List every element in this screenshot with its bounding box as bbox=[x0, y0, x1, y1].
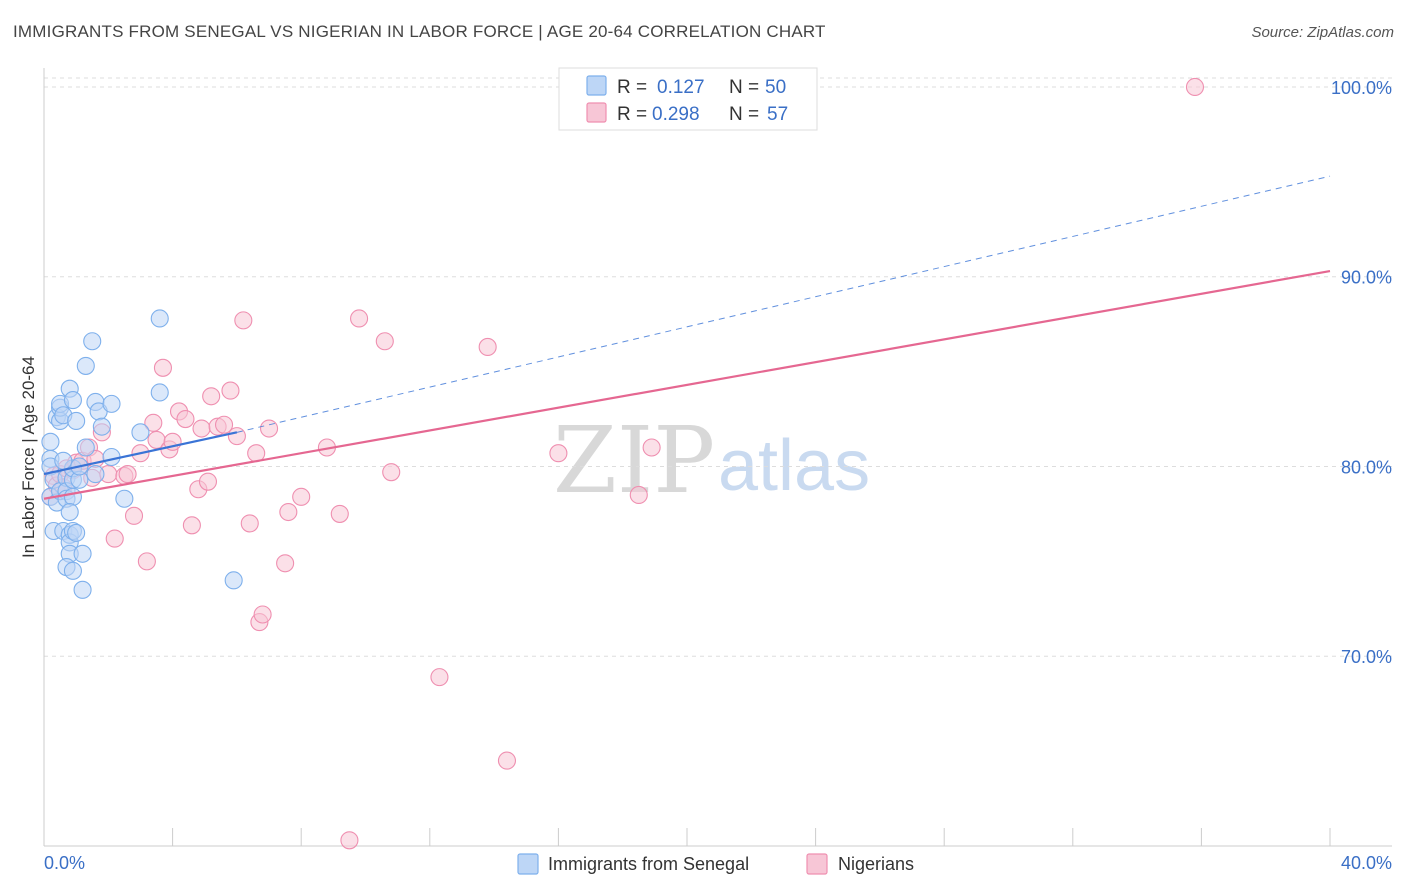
point-nigerians-24 bbox=[153, 358, 173, 377]
point-senegal-23 bbox=[60, 502, 79, 522]
point-nigerians-32 bbox=[198, 472, 218, 491]
point-senegal-48 bbox=[86, 465, 105, 484]
point-nigerians-38 bbox=[234, 311, 253, 330]
trend-line-senegal bbox=[43, 431, 238, 476]
point-nigerians-16 bbox=[105, 529, 124, 548]
point-senegal-45 bbox=[150, 383, 169, 402]
point-nigerians-29 bbox=[182, 516, 201, 535]
point-nigerians-58 bbox=[629, 485, 648, 505]
point-nigerians-33 bbox=[202, 387, 221, 406]
point-senegal-34 bbox=[73, 580, 92, 599]
point-nigerians-46 bbox=[292, 487, 311, 506]
point-nigerians-59 bbox=[642, 438, 661, 457]
point-nigerians-49 bbox=[340, 831, 359, 850]
point-nigerians-44 bbox=[276, 554, 295, 573]
point-nigerians-51 bbox=[375, 332, 394, 351]
legend-n-value-1: 50 bbox=[765, 77, 786, 98]
point-nigerians-36 bbox=[221, 381, 240, 400]
bottom-legend-label-senegal: Immigrants from Senegal bbox=[548, 854, 749, 874]
x-tick-label-max: 40.0% bbox=[1341, 853, 1392, 873]
point-senegal-30 bbox=[67, 411, 86, 430]
point-senegal-42 bbox=[102, 447, 121, 467]
point-senegal-47 bbox=[224, 571, 243, 590]
point-senegal-40 bbox=[92, 417, 111, 436]
point-senegal-44 bbox=[131, 423, 150, 442]
point-nigerians-21 bbox=[137, 552, 156, 571]
point-nigerians-54 bbox=[478, 337, 497, 356]
point-nigerians-52 bbox=[382, 463, 401, 482]
y-tick-labels: 70.0% 80.0% 90.0% 100.0% bbox=[1331, 78, 1392, 667]
point-nigerians-19 bbox=[124, 506, 144, 525]
legend-r-label-1: R = bbox=[617, 77, 647, 98]
point-nigerians-56 bbox=[549, 444, 568, 463]
point-nigerians-42 bbox=[253, 605, 272, 624]
point-nigerians-50 bbox=[350, 309, 369, 328]
watermark: ZIP atlas bbox=[553, 407, 870, 514]
point-nigerians-53 bbox=[430, 668, 449, 687]
point-senegal-25 bbox=[63, 561, 82, 580]
y-tick-label-100: 100.0% bbox=[1331, 78, 1392, 98]
point-senegal-41 bbox=[102, 394, 121, 413]
point-nigerians-35 bbox=[214, 415, 234, 434]
trend-lines bbox=[43, 175, 1331, 500]
legend-n-value-2: 57 bbox=[767, 104, 788, 125]
legend-r-value-2: 0.298 bbox=[652, 104, 700, 125]
point-nigerians-22 bbox=[144, 413, 163, 432]
point-nigerians-60 bbox=[1185, 77, 1205, 97]
y-axis-title: In Labor Force | Age 20-64 bbox=[19, 356, 38, 558]
point-nigerians-43 bbox=[259, 419, 279, 438]
trend-line-nigerians bbox=[43, 269, 1331, 500]
series-legend: Immigrants from Senegal Nigerians bbox=[517, 853, 914, 875]
chart-title: IMMIGRANTS FROM SENEGAL VS NIGERIAN IN L… bbox=[13, 22, 826, 41]
bottom-legend-swatch-nigerians bbox=[806, 853, 828, 875]
point-nigerians-48 bbox=[330, 504, 349, 523]
point-senegal-43 bbox=[115, 489, 134, 508]
legend-r-value-1: 0.127 bbox=[657, 77, 705, 98]
legend-r-label-2: R = bbox=[617, 104, 647, 125]
legend-swatch-senegal bbox=[586, 75, 607, 96]
x-tick-label-min: 0.0% bbox=[44, 853, 85, 873]
bottom-legend-swatch-senegal bbox=[517, 853, 539, 875]
trend-line-senegal-extrapolated bbox=[236, 175, 1331, 433]
point-senegal-29 bbox=[63, 391, 82, 410]
point-nigerians-55 bbox=[497, 751, 517, 770]
point-nigerians-39 bbox=[240, 514, 259, 533]
point-nigerians-31 bbox=[192, 419, 211, 438]
point-nigerians-18 bbox=[118, 465, 137, 484]
bottom-legend-label-nigerians: Nigerians bbox=[838, 854, 914, 874]
legend-n-label-1: N = bbox=[729, 77, 759, 98]
point-senegal-49 bbox=[54, 451, 73, 470]
point-senegal-35 bbox=[76, 438, 95, 457]
point-senegal-0 bbox=[41, 432, 60, 451]
point-senegal-37 bbox=[83, 332, 102, 351]
legend-swatch-nigerians bbox=[586, 102, 607, 123]
stats-legend: R = 0.127 N = 50 R = 0.298 N = 57 bbox=[558, 67, 818, 131]
y-tick-label-80: 80.0% bbox=[1341, 457, 1392, 477]
point-senegal-33 bbox=[73, 544, 92, 563]
point-nigerians-28 bbox=[176, 409, 195, 429]
x-axis-ticks bbox=[43, 828, 1331, 846]
point-senegal-27 bbox=[67, 523, 86, 542]
point-senegal-36 bbox=[76, 356, 95, 375]
gridlines bbox=[44, 77, 1392, 657]
legend-n-label-2: N = bbox=[729, 104, 759, 125]
source-label: Source: ZipAtlas.com bbox=[1251, 24, 1394, 41]
y-tick-label-90: 90.0% bbox=[1341, 268, 1392, 288]
point-nigerians-45 bbox=[279, 502, 298, 522]
point-senegal-22 bbox=[63, 487, 82, 506]
point-nigerians-37 bbox=[227, 427, 246, 446]
point-senegal-46 bbox=[150, 309, 169, 328]
y-tick-label-70: 70.0% bbox=[1341, 647, 1392, 667]
